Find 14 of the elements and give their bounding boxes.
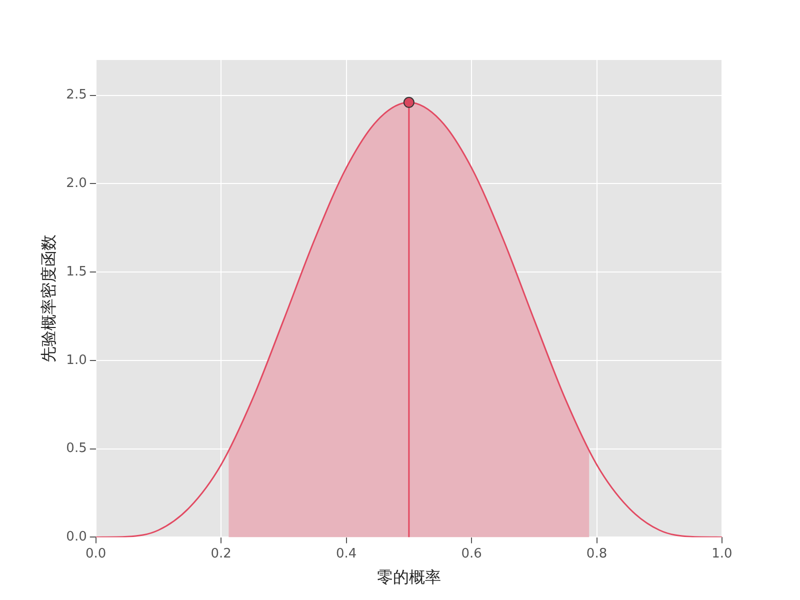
x-tick-label: 0.2 — [210, 546, 232, 562]
y-tick-label: 2.5 — [66, 88, 87, 103]
x-tick-label: 0.8 — [586, 546, 608, 562]
y-tick-label: 0.5 — [66, 441, 87, 456]
x-tick-label: 0.4 — [336, 546, 357, 562]
y-tick-label: 2.0 — [66, 176, 87, 192]
y-tick-label: 1.5 — [66, 264, 87, 280]
y-tick-label: 0.0 — [66, 530, 87, 545]
x-tick-label: 0.0 — [86, 546, 106, 562]
y-axis-title: 先验概率密度函数 — [38, 234, 58, 363]
x-axis-title: 零的概率 — [376, 568, 441, 587]
x-tick-label: 0.6 — [461, 546, 482, 562]
y-tick-label: 1.0 — [66, 352, 87, 368]
x-tick-label: 1.0 — [712, 546, 732, 562]
